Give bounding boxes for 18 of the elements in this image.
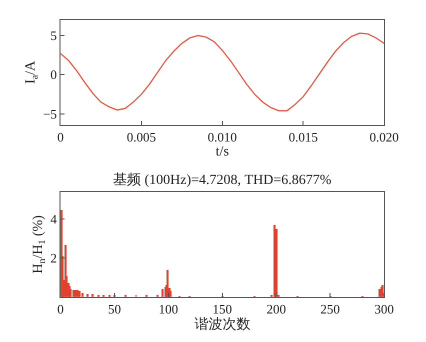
x-axis-title: 谐波次数 [194, 316, 250, 332]
x-tick-label: 0.010 [208, 129, 237, 144]
y-tick-label: 0 [50, 67, 57, 82]
x-axis-title: t/s [216, 144, 229, 160]
x-tick-label: 0.015 [288, 129, 318, 144]
x-tick-label: 100 [158, 301, 178, 316]
y-tick-label: 2 [50, 250, 57, 266]
x-tick-label: 200 [266, 301, 286, 316]
x-tick-label: 50 [108, 301, 121, 316]
x-tick-label: 0.005 [126, 129, 156, 144]
y-tick-label: −5 [43, 106, 57, 122]
x-tick-label: 150 [212, 301, 232, 316]
x-tick-label: 300 [374, 301, 394, 316]
y-tick-label: 5 [50, 28, 57, 44]
x-tick-label: 250 [320, 301, 340, 316]
x-tick-label: 0.020 [369, 129, 399, 144]
chart-title: 基频 (100Hz)=4.7208, THD=6.8677% [113, 172, 332, 188]
y-tick-label: 4 [50, 212, 58, 227]
